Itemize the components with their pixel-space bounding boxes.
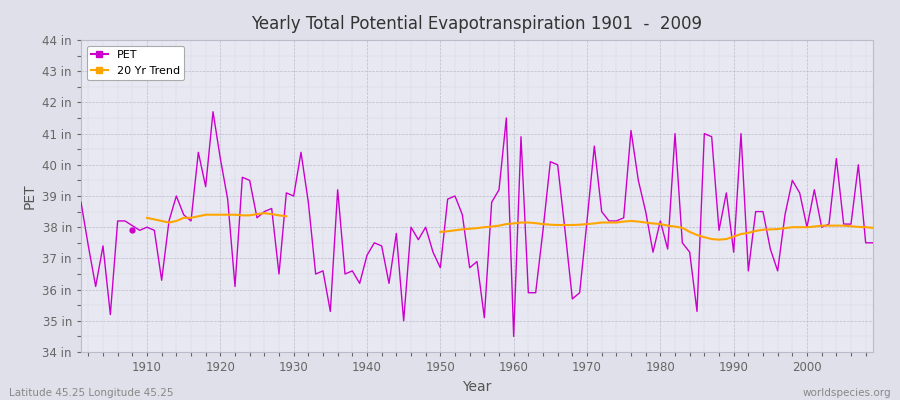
Text: Latitude 45.25 Longitude 45.25: Latitude 45.25 Longitude 45.25 (9, 388, 174, 398)
Text: worldspecies.org: worldspecies.org (803, 388, 891, 398)
X-axis label: Year: Year (463, 380, 491, 394)
Title: Yearly Total Potential Evapotranspiration 1901  -  2009: Yearly Total Potential Evapotranspiratio… (251, 15, 703, 33)
Legend: PET, 20 Yr Trend: PET, 20 Yr Trend (86, 46, 184, 80)
Y-axis label: PET: PET (22, 183, 37, 209)
